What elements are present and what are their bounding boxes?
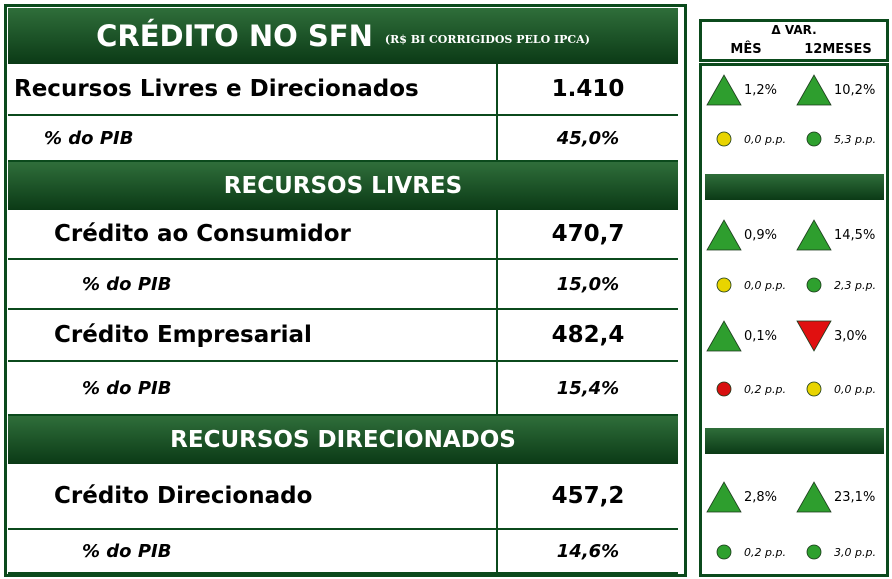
year-column: 12MESES: [804, 42, 872, 57]
row-value: 482,4: [498, 310, 678, 362]
row-label: Recursos Livres e Direcionados: [8, 64, 498, 116]
row-value: 470,7: [498, 210, 678, 260]
month-column: MÊS: [730, 42, 762, 57]
variation-header: [699, 19, 889, 62]
row-value: 14,6%: [498, 530, 678, 574]
row-label: % do PIB: [8, 116, 498, 162]
variation-value: 0,9%: [744, 227, 778, 243]
indicator-icon: [716, 544, 732, 560]
credit-table: [4, 4, 687, 577]
title: CRÉDITO NO SFN: [96, 19, 373, 53]
variation-value: 0,0 p.p.: [834, 382, 876, 396]
variation-value: 0,2 p.p.: [744, 382, 786, 396]
variation-value: 3,0%: [834, 328, 868, 344]
indicator-icon: [706, 219, 742, 251]
section-header: RECURSOS LIVRES: [8, 162, 678, 210]
variation-value: 2,3 p.p.: [834, 278, 876, 292]
variation-value: 1,2%: [744, 82, 778, 98]
indicator-icon: [706, 74, 742, 106]
indicator-icon: [796, 219, 832, 251]
indicator-icon: [706, 481, 742, 513]
row-label: Crédito Empresarial: [8, 310, 498, 362]
row-label: Crédito Direcionado: [8, 464, 498, 530]
row-value: 15,4%: [498, 362, 678, 416]
row-label: % do PIB: [8, 260, 498, 310]
variation-value: 10,2%: [834, 82, 876, 98]
variation-value: 3,0 p.p.: [834, 545, 876, 559]
variation-value: 0,0 p.p.: [744, 278, 786, 292]
row-label: % do PIB: [8, 362, 498, 416]
variation-value: 0,0 p.p.: [744, 132, 786, 146]
indicator-icon: [806, 544, 822, 560]
indicator-icon: [806, 381, 822, 397]
indicator-icon: [706, 320, 742, 352]
row-label: Crédito ao Consumidor: [8, 210, 498, 260]
indicator-icon: [716, 381, 732, 397]
section-header: RECURSOS DIRECIONADOS: [8, 416, 678, 464]
row-value: 45,0%: [498, 116, 678, 162]
variation-band: [705, 428, 884, 454]
title-band: CRÉDITO NO SFN (R$ BI CORRIGIDOS PELO IP…: [8, 8, 678, 64]
indicator-icon: [806, 131, 822, 147]
variation-value: 2,8%: [744, 489, 778, 505]
variation-value: 0,2 p.p.: [744, 545, 786, 559]
indicator-icon: [806, 277, 822, 293]
variation-title: Δ VAR.: [771, 23, 817, 37]
row-value: 15,0%: [498, 260, 678, 310]
row-label: % do PIB: [8, 530, 498, 574]
row-value: 457,2: [498, 464, 678, 530]
indicator-icon: [796, 74, 832, 106]
variation-value: 0,1%: [744, 328, 778, 344]
subtitle: (R$ BI CORRIGIDOS PELO IPCA): [384, 32, 590, 46]
indicator-icon: [716, 277, 732, 293]
variation-value: 23,1%: [834, 489, 876, 505]
variation-value: 5,3 p.p.: [834, 132, 876, 146]
indicator-icon: [716, 131, 732, 147]
variation-panel: [699, 63, 889, 577]
row-value: 1.410: [498, 64, 678, 116]
variation-band: [705, 174, 884, 200]
indicator-icon: [796, 481, 832, 513]
variation-value: 14,5%: [834, 227, 876, 243]
indicator-icon: [796, 320, 832, 352]
